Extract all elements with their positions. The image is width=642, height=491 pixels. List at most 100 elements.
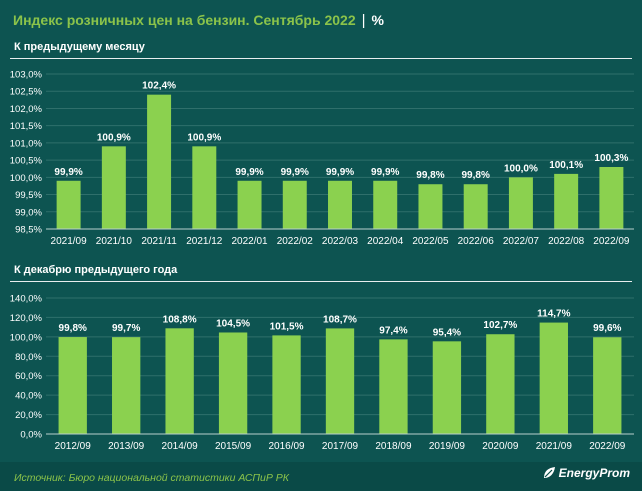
- x-tick-label: 2022/07: [503, 236, 540, 247]
- x-tick-label: 2018/09: [375, 441, 412, 452]
- data-label: 99,6%: [593, 323, 621, 334]
- section-divider-monthly: [10, 58, 632, 59]
- bar: [432, 341, 462, 434]
- annual-bar-chart: 0,0% 20,0% 40,0% 60,0% 80,0% 100,0% 120,0% 140,…: [10, 294, 634, 452]
- monthly-bar-chart: 98,5% 99,0% 99,5% 100,0% 100,5% 101,0% 101,5% 1…: [10, 70, 634, 247]
- x-tick-label: 2022/06: [458, 236, 495, 247]
- y-tick-label: 103,0%: [10, 70, 43, 81]
- y-tick-label: 100,5%: [10, 156, 43, 167]
- y-tick-label: 20,0%: [15, 410, 42, 421]
- section-title-annual: К декабрю предыдущего года: [14, 264, 178, 276]
- bar: [418, 184, 443, 229]
- data-label: 97,4%: [379, 325, 407, 336]
- x-tick-label: 2013/09: [108, 441, 145, 452]
- bar: [56, 180, 81, 229]
- y-tick-label: 60,0%: [15, 371, 42, 382]
- x-tick-label: 2021/09: [51, 236, 88, 247]
- bar: [147, 94, 172, 229]
- x-tick-label: 2019/09: [429, 441, 466, 452]
- data-label: 114,7%: [537, 309, 570, 320]
- y-tick-label: 101,0%: [10, 138, 43, 149]
- bar: [237, 180, 262, 229]
- data-label: 99,9%: [235, 167, 263, 178]
- y-tick-label: 102,5%: [10, 87, 43, 98]
- bar: [282, 180, 307, 229]
- x-tick-label: 2015/09: [215, 441, 252, 452]
- x-tick-label: 2021/11: [141, 236, 177, 247]
- data-label: 99,9%: [371, 167, 399, 178]
- x-tick-label: 2021/09: [536, 441, 573, 452]
- y-tick-label: 80,0%: [15, 352, 42, 363]
- bar: [192, 146, 217, 229]
- bar: [272, 335, 301, 434]
- data-label: 102,4%: [142, 81, 176, 92]
- data-label: 99,9%: [326, 167, 354, 178]
- data-label: 95,4%: [433, 327, 461, 338]
- x-tick-label: 2012/09: [55, 441, 92, 452]
- y-tick-label: 100,0%: [10, 332, 43, 343]
- data-label: 99,8%: [59, 323, 87, 334]
- x-tick-label: 2022/09: [589, 441, 626, 452]
- bar: [58, 337, 87, 434]
- section-title-monthly: К предыдущему месяцу: [14, 41, 145, 53]
- bar: [165, 328, 194, 434]
- x-tick-label: 2017/09: [322, 441, 359, 452]
- section-divider-annual: [10, 281, 632, 282]
- data-label: 100,9%: [187, 132, 221, 143]
- x-tick-label: 2021/10: [96, 236, 133, 247]
- data-label: 100,9%: [97, 132, 131, 143]
- y-tick-label: 101,5%: [10, 121, 43, 132]
- data-label: 99,8%: [462, 170, 490, 181]
- data-label: 99,9%: [54, 167, 82, 178]
- x-tick-label: 2022/01: [231, 236, 268, 247]
- leaf-icon: [543, 467, 555, 478]
- source-note: Источник: Бюро национальной статистики А…: [14, 472, 289, 484]
- title-unit: %: [371, 12, 384, 28]
- y-tick-label: 40,0%: [15, 391, 42, 402]
- data-label: 99,8%: [416, 170, 444, 181]
- title-separator: |: [361, 11, 366, 29]
- chart-title: Индекс розничных цен на бензин. Сентябрь…: [13, 10, 384, 30]
- data-label: 108,7%: [323, 314, 357, 325]
- x-tick-label: 2021/12: [186, 236, 223, 247]
- y-tick-label: 99,5%: [15, 190, 42, 201]
- y-tick-label: 140,0%: [10, 294, 43, 305]
- bar: [599, 167, 624, 229]
- bar: [112, 337, 141, 434]
- bar: [101, 146, 126, 229]
- data-label: 100,0%: [504, 163, 538, 174]
- data-label: 99,7%: [112, 323, 140, 334]
- data-label: 100,3%: [594, 153, 628, 164]
- x-tick-label: 2022/03: [322, 236, 359, 247]
- x-tick-label: 2022/02: [277, 236, 314, 247]
- bar: [554, 173, 579, 229]
- x-tick-label: 2020/09: [482, 441, 519, 452]
- y-tick-label: 99,0%: [15, 207, 42, 218]
- data-label: 99,9%: [281, 167, 309, 178]
- title-text: Индекс розничных цен на бензин. Сентябрь…: [13, 12, 356, 28]
- footer-bar: [0, 462, 642, 491]
- bar: [593, 337, 622, 434]
- y-tick-label: 0,0%: [20, 430, 42, 441]
- bar: [325, 328, 355, 434]
- x-tick-label: 2022/08: [548, 236, 585, 247]
- logo: EnergyProm: [542, 466, 630, 480]
- x-tick-label: 2016/09: [268, 441, 305, 452]
- bar: [539, 322, 568, 434]
- y-tick-label: 98,5%: [15, 225, 42, 236]
- x-tick-label: 2022/05: [412, 236, 449, 247]
- data-label: 102,7%: [483, 320, 517, 331]
- x-tick-label: 2022/04: [367, 236, 404, 247]
- bar: [328, 180, 352, 229]
- data-label: 104,5%: [216, 318, 250, 329]
- bar: [218, 332, 248, 434]
- bar: [508, 177, 533, 229]
- bar: [486, 334, 515, 434]
- bar: [379, 339, 408, 434]
- bar: [463, 184, 488, 229]
- y-tick-label: 102,0%: [10, 104, 43, 115]
- data-label: 101,5%: [270, 321, 304, 332]
- data-label: 108,8%: [163, 314, 197, 325]
- x-tick-label: 2014/09: [162, 441, 199, 452]
- x-tick-label: 2022/09: [593, 236, 630, 247]
